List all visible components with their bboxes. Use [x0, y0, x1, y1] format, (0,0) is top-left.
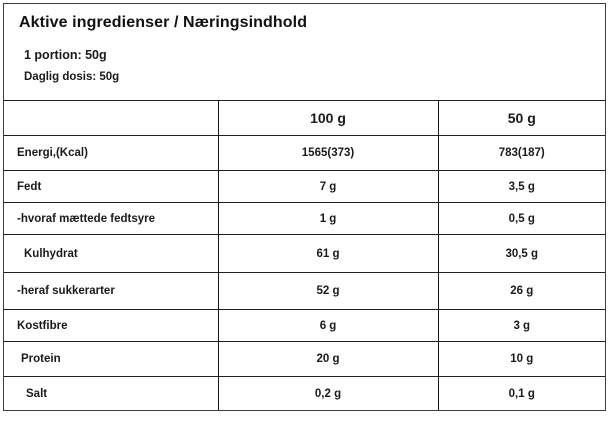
table-row-sukkerarter: -heraf sukkerarter 52 g 26 g — [4, 272, 605, 310]
row-label: -hvoraf mættede fedtsyre — [4, 202, 218, 235]
value-100g-cell: 6 g — [217, 309, 438, 342]
table-header-row: 100 g 50 g — [4, 100, 605, 136]
nutrition-info-card: Aktive ingredienser / Næringsindhold 1 p… — [3, 3, 606, 411]
row-label: Salt — [26, 387, 48, 400]
table-row-salt: Salt 0,2 g 0,1 g — [4, 376, 605, 410]
column-header-100g: 100 g — [217, 100, 438, 136]
row-label: Kostfibre — [4, 309, 218, 342]
table-row-protein: Protein 20 g 10 g — [4, 341, 605, 377]
table-row-maettede-fedtsyre: -hvoraf mættede fedtsyre 1 g 0,5 g — [4, 202, 605, 235]
card-header: Aktive ingredienser / Næringsindhold 1 p… — [4, 4, 605, 100]
value-50g-cell: 3,5 g — [437, 170, 605, 203]
value-50g-cell: 0,5 g — [437, 202, 605, 235]
value-50g-cell: 0,1 g — [437, 376, 605, 410]
value-100g-cell: 52 g — [217, 272, 438, 310]
value-100g-cell: 0,2 g — [217, 376, 438, 410]
value-100g-cell: 1565(373) — [217, 135, 438, 171]
page-title: Aktive ingredienser / Næringsindhold — [19, 14, 308, 31]
table-row-energi: Energi,(Kcal) 1565(373) 783(187) — [4, 135, 605, 171]
row-label: Fedt — [4, 170, 218, 203]
nutrition-table: 100 g 50 g Energi,(Kcal) 1565(373) 783(1… — [4, 100, 605, 410]
value-50g-cell: 30,5 g — [437, 234, 605, 273]
value-50g-cell: 10 g — [437, 341, 605, 377]
table-row-fedt: Fedt 7 g 3,5 g — [4, 170, 605, 203]
row-label: Kulhydrat — [4, 234, 218, 273]
table-row-kostfibre: Kostfibre 6 g 3 g — [4, 309, 605, 342]
row-label: Protein — [4, 341, 218, 377]
value-100g-cell: 1 g — [217, 202, 438, 235]
column-header-50g: 50 g — [437, 100, 605, 136]
value-50g-cell: 26 g — [437, 272, 605, 310]
row-label: -heraf sukkerarter — [4, 272, 218, 310]
column-header-empty — [4, 100, 218, 136]
row-label: Energi,(Kcal) — [4, 135, 218, 171]
daily-dose-info: Daglig dosis: 50g — [24, 71, 120, 83]
portion-info: 1 portion: 50g — [24, 48, 107, 62]
table-row-kulhydrat: Kulhydrat 61 g 30,5 g — [4, 234, 605, 273]
value-50g-cell: 3 g — [437, 309, 605, 342]
value-50g-cell: 783(187) — [437, 135, 605, 171]
value-100g-cell: 7 g — [217, 170, 438, 203]
value-100g-cell: 20 g — [217, 341, 438, 377]
value-100g-cell: 61 g — [217, 234, 438, 273]
